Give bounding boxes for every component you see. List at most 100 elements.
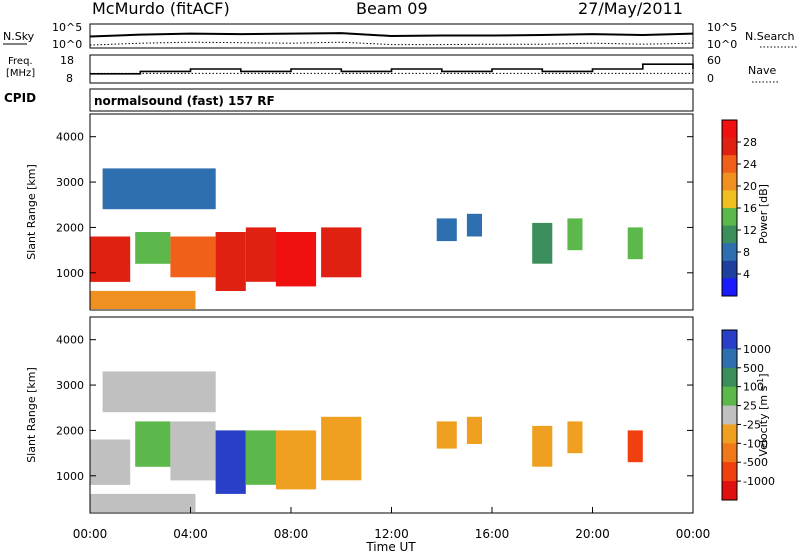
velocity-colorbar-label-end: ] [757,373,770,377]
velocity-colorbar-label: Velocity [m s-1] [756,373,770,456]
date-title: 27/May/2011 [578,0,683,18]
velocity-colorbar-tick-label-1: 500 [743,362,764,375]
power-colorbar-tick-label-3: 16 [743,202,757,215]
power-colorbar-tick-label-2: 20 [743,180,757,193]
power-cell-4 [245,227,276,282]
power-colorbar-swatch-1 [722,137,737,156]
velocity-cell-4 [245,430,276,485]
cpid-value: normalsound (fast) 157 RF [94,94,275,108]
power-colorbar-swatch-7 [722,243,737,262]
velocity-cell-1 [135,421,171,467]
velocity-ytick-label-2: 2000 [56,424,84,437]
power-colorbar-swatch-4 [722,190,737,209]
nave-tick-top: 60 [707,54,721,67]
velocity-colorbar-tick-label-7: -1000 [743,475,775,488]
velocity-ytick-label-0: 4000 [56,334,84,347]
power-ytick-label-1: 3000 [56,176,84,189]
power-cell-2 [170,236,216,278]
noise-left-bottom-tick: 10^0 [52,38,82,51]
power-colorbar-tick-label-0: 28 [743,136,757,149]
x-tick-label-2: 08:00 [274,527,309,541]
velocity-colorbar-tick-label-6: -500 [743,456,768,469]
noise-right-top-tick: 10^5 [707,21,737,34]
velocity-cell-5 [275,430,317,490]
velocity-cell-13 [627,430,643,463]
velocity-colorbar-tick-label-2: 100 [743,381,764,394]
power-colorbar-swatch-0 [722,120,737,139]
velocity-cell-10 [466,416,482,444]
power-colorbar-swatch-8 [722,260,737,279]
power-cell-6 [321,227,362,278]
power-colorbar-tick-label-6: 4 [743,268,750,281]
x-tick-label-6: 00:00 [676,527,711,541]
x-tick-label-5: 20:00 [575,527,610,541]
power-cell-0 [90,236,131,282]
velocity-cell-12 [567,421,583,454]
velocity-colorbar-label-main: Velocity [m s [757,385,770,456]
velocity-colorbar-tick-label-5: -100 [743,437,768,450]
nave-label: Nave [748,64,776,77]
freq-label-line1: Freq. [8,56,33,67]
x-tick-label-3: 12:00 [374,527,409,541]
noise-right-label: N.Search [745,30,795,43]
cpid-label: CPID [4,91,36,105]
power-cell-12 [567,218,583,251]
power-cell-10 [466,213,482,237]
freq-label-line2: [MHz] [6,68,35,79]
velocity-cell-7 [102,371,216,413]
velocity-colorbar-swatch-4 [722,405,737,425]
power-ytick-label-0: 4000 [56,131,84,144]
velocity-cell-8 [90,493,196,512]
nave-tick-bottom: 0 [707,72,714,85]
power-colorbar-swatch-2 [722,155,737,174]
velocity-colorbar-label-sup: -1 [756,378,765,386]
velocity-colorbar-swatch-0 [722,330,737,350]
velocity-colorbar-swatch-3 [722,386,737,407]
x-tick-label-4: 16:00 [475,527,510,541]
velocity-data-cells [90,371,643,512]
x-axis-label: Time UT [365,540,416,554]
velocity-ytick-label-1: 3000 [56,379,84,392]
power-colorbar: 28 24 20 16 12 8 4 [721,119,757,297]
noise-right-bottom-tick: 10^0 [707,38,737,51]
power-colorbar-tick-label-1: 24 [743,158,757,171]
freq-tick-bottom: 8 [66,72,73,85]
velocity-cell-11 [532,425,553,467]
noise-series-lines [89,32,694,46]
power-cell-11 [532,222,553,264]
power-y-axis: 4000 3000 2000 1000 [56,131,693,280]
power-colorbar-swatch-9 [722,278,737,297]
velocity-cell-6 [321,416,362,481]
velocity-colorbar-frame [721,329,738,501]
velocity-cell-3 [215,430,246,494]
noise-left-label: N.Sky [3,30,35,43]
cpid-panel-frame [89,88,694,112]
velocity-colorbar-swatch-5 [722,424,737,444]
power-ytick-label-3: 1000 [56,267,84,280]
velocity-colorbar-swatch-7 [722,462,737,482]
station-title: McMurdo (fitACF) [92,0,230,18]
power-cell-9 [436,218,457,242]
power-ytick-label-2: 2000 [56,221,84,234]
power-panel-frame [89,113,694,311]
velocity-cell-0 [90,439,131,485]
power-cell-13 [627,227,643,260]
power-data-cells [90,168,643,309]
beam-title: Beam 09 [356,0,428,18]
velocity-colorbar-swatch-2 [722,367,737,388]
power-cell-3 [215,232,246,291]
velocity-colorbar-swatch-1 [722,348,737,369]
x-tick-label-0: 00:00 [73,527,108,541]
power-cell-5 [275,232,317,287]
power-ylabel: Slant Range [km] [25,164,38,260]
velocity-cell-2 [170,421,216,481]
velocity-colorbar-tick-label-3: 25 [743,400,757,413]
velocity-y-axis: 4000 3000 2000 1000 [56,334,693,483]
freq-tick-top: 18 [60,54,74,67]
power-colorbar-label: Power [dB] [757,184,770,244]
power-colorbar-swatch-3 [722,172,737,191]
velocity-colorbar-swatch-6 [722,443,737,463]
noise-series-line-1 [89,41,694,46]
power-colorbar-swatch-6 [722,225,737,244]
